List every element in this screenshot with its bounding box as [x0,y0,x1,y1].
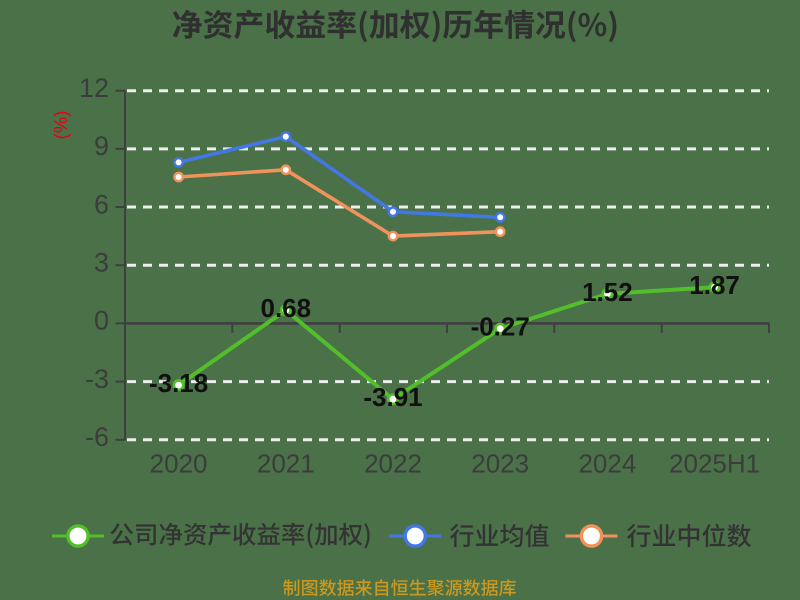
svg-text:-3.18: -3.18 [149,368,208,398]
svg-text:2022: 2022 [364,449,422,479]
svg-text:0.68: 0.68 [260,293,311,323]
svg-text:-3: -3 [85,364,109,394]
svg-text:2025H1: 2025H1 [669,449,760,479]
svg-text:3: 3 [94,248,109,278]
svg-text:2023: 2023 [471,449,529,479]
svg-text:9: 9 [94,131,109,161]
svg-text:-3.91: -3.91 [363,382,422,412]
svg-text:2021: 2021 [257,449,315,479]
svg-text:2020: 2020 [150,449,208,479]
svg-text:2024: 2024 [578,449,636,479]
svg-text:-0.27: -0.27 [471,312,530,342]
svg-text:12: 12 [79,73,109,103]
svg-text:-6: -6 [85,422,109,452]
svg-text:1.87: 1.87 [689,270,740,300]
svg-text:1.52: 1.52 [582,277,633,307]
svg-text:0: 0 [94,306,109,336]
svg-text:(%): (%) [50,111,71,140]
svg-text:6: 6 [94,189,109,219]
